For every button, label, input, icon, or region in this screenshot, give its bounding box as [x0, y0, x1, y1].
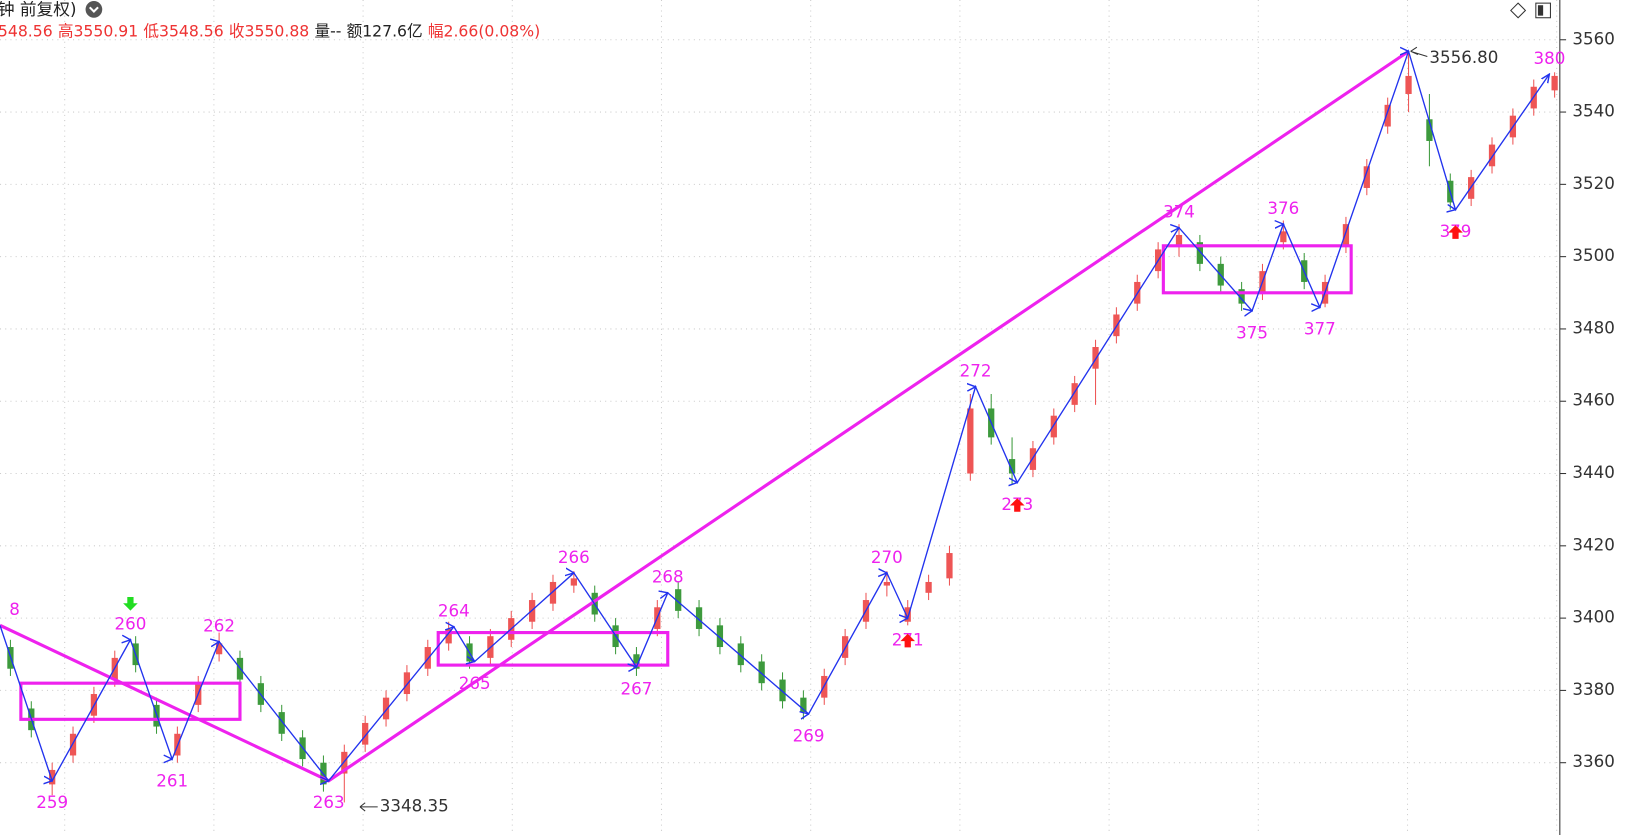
y-tick-label: 3420 [1572, 535, 1614, 554]
y-tick-label: 3560 [1572, 29, 1614, 48]
pivot-label: 8 [9, 600, 20, 619]
y-tick-label: 3400 [1572, 608, 1614, 627]
signal-arrow [1009, 498, 1025, 512]
candle-body [1175, 234, 1183, 246]
candle-body [925, 581, 932, 593]
candle-body [1488, 144, 1496, 167]
candle-body [403, 672, 411, 695]
pivot-label: 268 [652, 568, 684, 587]
quote-line: 548.56 高3550.91 低3548.56 收3550.88 量-- 额127.6亿… [0, 21, 540, 40]
pivot-label: 377 [1304, 320, 1336, 339]
candle-body [1280, 231, 1287, 243]
pivot-label: 376 [1267, 199, 1299, 218]
y-tick-label: 3360 [1572, 752, 1614, 771]
signal-arrow [900, 633, 916, 648]
pivot-label: 269 [793, 726, 825, 745]
quote-item: 量-- [314, 21, 341, 40]
signal-arrow [123, 597, 138, 611]
y-tick-label: 3500 [1572, 246, 1614, 265]
title: 钟 前复权) [0, 0, 76, 19]
signal-arrow [1448, 225, 1463, 239]
y-tick-label: 3540 [1572, 102, 1614, 121]
pivot-label: 272 [960, 362, 992, 381]
high-label: 3556.80 [1429, 48, 1498, 67]
candle-body [967, 408, 974, 474]
quote-item: 高3550.91 [58, 21, 138, 40]
candle-body [946, 553, 953, 579]
quote-item: 收3550.88 [229, 21, 309, 40]
candle-body [570, 578, 577, 586]
y-tick-label: 3380 [1572, 680, 1614, 699]
candle-body [1384, 104, 1391, 127]
quote-item: 额127.6亿 [347, 21, 423, 40]
y-tick-label: 3520 [1572, 174, 1614, 193]
candle-body [1405, 75, 1412, 94]
diamond-icon[interactable] [1510, 2, 1527, 19]
dropdown-icon[interactable] [85, 1, 103, 18]
y-tick-label: 3460 [1572, 391, 1614, 410]
pivot-label: 264 [438, 602, 470, 621]
pivot-label: 267 [621, 679, 653, 698]
dropdown-chevron [88, 6, 99, 13]
zigzag-line [0, 51, 1549, 780]
candle-body [1092, 347, 1099, 369]
pivot-label: 265 [459, 674, 491, 693]
high-pointer [1410, 46, 1428, 58]
pivot-label: 266 [558, 548, 590, 567]
candle-body [883, 581, 890, 586]
pivot-label: 260 [114, 615, 146, 634]
quote-item: 低3548.56 [143, 21, 223, 40]
quote-item: 548.56 [0, 21, 53, 40]
panel-icon-fill [1537, 5, 1544, 16]
quote-item: 幅2.66(0.08%) [428, 21, 540, 40]
candle-body [1551, 75, 1558, 91]
pivot-label: 380 [1533, 49, 1565, 68]
pivot-label: 262 [203, 616, 235, 635]
pivot-label: 375 [1236, 323, 1268, 342]
y-tick-label: 3480 [1572, 318, 1614, 337]
pivot-label: 263 [313, 793, 345, 812]
pivot-label: 261 [156, 772, 188, 791]
y-tick-label: 3440 [1572, 463, 1614, 482]
pivot-label: 259 [36, 793, 68, 812]
candle-body [69, 733, 77, 756]
pivot-label: 374 [1163, 203, 1195, 222]
pivot-label: 270 [871, 548, 903, 567]
low-pointer [359, 802, 378, 812]
candle-body [1071, 383, 1078, 405]
candle-body [1050, 415, 1057, 438]
low-label: 3348.35 [380, 796, 449, 815]
panel-icon[interactable] [1535, 2, 1551, 19]
